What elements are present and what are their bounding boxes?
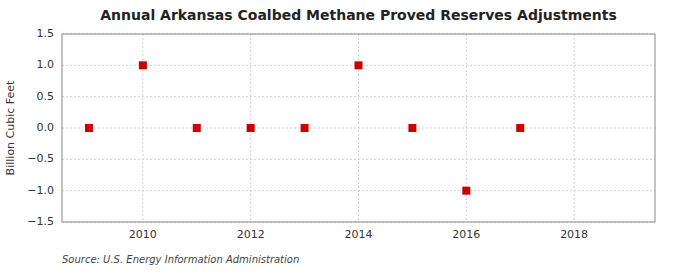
- source-annotation: Source: U.S. Energy Information Administ…: [62, 254, 299, 265]
- y-tick-label: 1.0: [37, 58, 55, 71]
- point: [301, 124, 309, 132]
- chart-svg: −1.5 −1.0 −0.5 0.0 0.5 1.0 1.5 2010 2012 2014 2016…: [0, 0, 675, 275]
- y-axis-label: Billion Cubic Feet: [4, 80, 17, 175]
- grid: [62, 34, 655, 222]
- x-tick-label: 2018: [560, 228, 588, 241]
- y-tick-label: 0.0: [37, 121, 55, 134]
- point: [355, 61, 363, 69]
- plot-background: [62, 34, 655, 222]
- title: Annual Arkansas Coalbed Methane Proved R…: [100, 7, 617, 23]
- point: [139, 61, 147, 69]
- point: [408, 124, 416, 132]
- y-tick-label: −1.0: [27, 184, 54, 197]
- tick-labels: −1.5 −1.0 −0.5 0.0 0.5 1.0 1.5 2010 2012 2014 2016…: [27, 27, 588, 241]
- y-grid-line: [62, 96, 655, 97]
- y-tick-label: −0.5: [27, 152, 54, 165]
- y-tick-label: 0.5: [37, 90, 55, 103]
- page: {"chart_data": {"type": "scatter", "titl…: [0, 0, 675, 275]
- plot-frame: [62, 34, 655, 222]
- x-tick-label: 2012: [237, 228, 265, 241]
- y-tick-label: 1.5: [37, 27, 55, 40]
- x-tick-label: 2016: [452, 228, 480, 241]
- point: [462, 187, 470, 195]
- points: [85, 61, 524, 194]
- x-tick-label: 2010: [129, 228, 157, 241]
- x-tick-label: 2014: [345, 228, 373, 241]
- point: [247, 124, 255, 132]
- chart-container: −1.5 −1.0 −0.5 0.0 0.5 1.0 1.5 2010 2012 2014 2016…: [0, 0, 675, 275]
- point: [85, 124, 93, 132]
- point: [516, 124, 524, 132]
- y-tick-label: −1.5: [27, 215, 54, 228]
- x-grid-line: [574, 34, 575, 222]
- point: [193, 124, 201, 132]
